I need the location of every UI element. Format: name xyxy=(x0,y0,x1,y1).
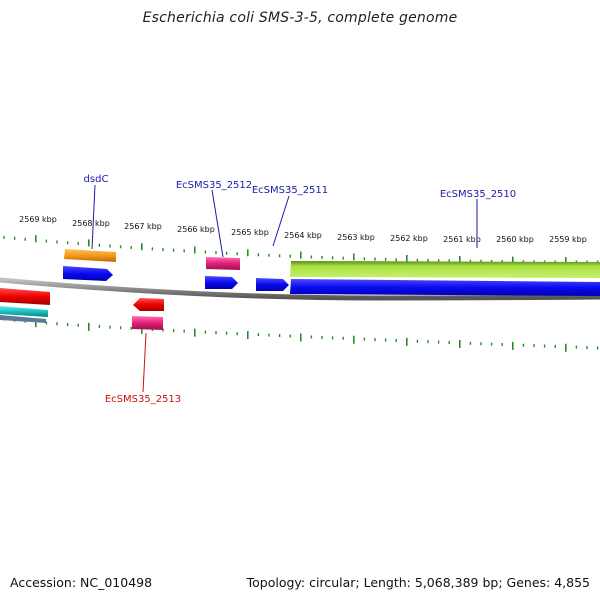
leader-line-2512 xyxy=(211,189,224,258)
gene-label-dsdC[interactable]: dsdC xyxy=(84,174,109,185)
ruler-label: 2566 kbp xyxy=(177,225,215,234)
cds-forward-dsdC[interactable] xyxy=(63,266,113,281)
gene-feature-slate[interactable] xyxy=(0,315,46,323)
ruler-ticks-bottom xyxy=(3,317,599,352)
ruler-label: 2567 kbp xyxy=(124,222,162,231)
cds-forward-2511[interactable] xyxy=(256,278,289,291)
ruler-label: 2564 kbp xyxy=(284,231,322,240)
leader-line-2513 xyxy=(142,332,147,393)
ruler-label: 2562 kbp xyxy=(390,234,428,243)
cds-forward-2510[interactable] xyxy=(290,279,600,296)
feature-track-outer xyxy=(64,249,600,278)
cds-reverse-left[interactable] xyxy=(0,288,50,305)
cds-reverse-2513[interactable] xyxy=(133,298,164,311)
map-title: Escherichia coli SMS-3-5, complete genom… xyxy=(142,10,458,26)
ruler-ticks-top xyxy=(3,235,599,264)
gene-feature-green[interactable] xyxy=(290,261,600,278)
ruler-label: 2565 kbp xyxy=(231,228,269,237)
genome-summary: Topology: circular; Length: 5,068,389 bp… xyxy=(246,575,590,590)
ruler-label: 2561 kbp xyxy=(443,235,481,244)
gene-label-EcSMS35_2511[interactable]: EcSMS35_2511 xyxy=(252,185,328,196)
cds-forward-2512[interactable] xyxy=(205,276,238,289)
gene-feature-teal[interactable] xyxy=(0,306,48,317)
ruler-label: 2569 kbp xyxy=(19,215,57,224)
ruler-label: 2568 kbp xyxy=(72,219,110,228)
gene-feature-orange[interactable] xyxy=(64,249,116,262)
gene-label-EcSMS35_2513[interactable]: EcSMS35_2513 xyxy=(105,394,181,405)
gene-label-EcSMS35_2512[interactable]: EcSMS35_2512 xyxy=(176,180,252,191)
leader-line-2511 xyxy=(272,195,290,247)
accession-label: Accession: NC_010498 xyxy=(10,575,153,590)
ruler-label: 2563 kbp xyxy=(337,233,375,242)
gene-label-EcSMS35_2510[interactable]: EcSMS35_2510 xyxy=(440,189,516,200)
ruler-labels: 2569 kbp 2568 kbp 2567 kbp 2566 kbp 2565… xyxy=(19,215,587,244)
ruler-label: 2559 kbp xyxy=(549,235,587,244)
genome-backbone xyxy=(0,277,600,301)
feature-track-cds-forward xyxy=(63,266,600,296)
ruler-label: 2560 kbp xyxy=(496,235,534,244)
feature-track-inner xyxy=(0,288,164,330)
gene-labels: dsdC EcSMS35_2512 EcSMS35_2511 EcSMS35_2… xyxy=(84,174,517,405)
gene-feature-magenta[interactable] xyxy=(206,257,240,270)
leader-line-dsdC xyxy=(91,184,96,250)
gene-feature-magenta-2513[interactable] xyxy=(132,316,163,330)
